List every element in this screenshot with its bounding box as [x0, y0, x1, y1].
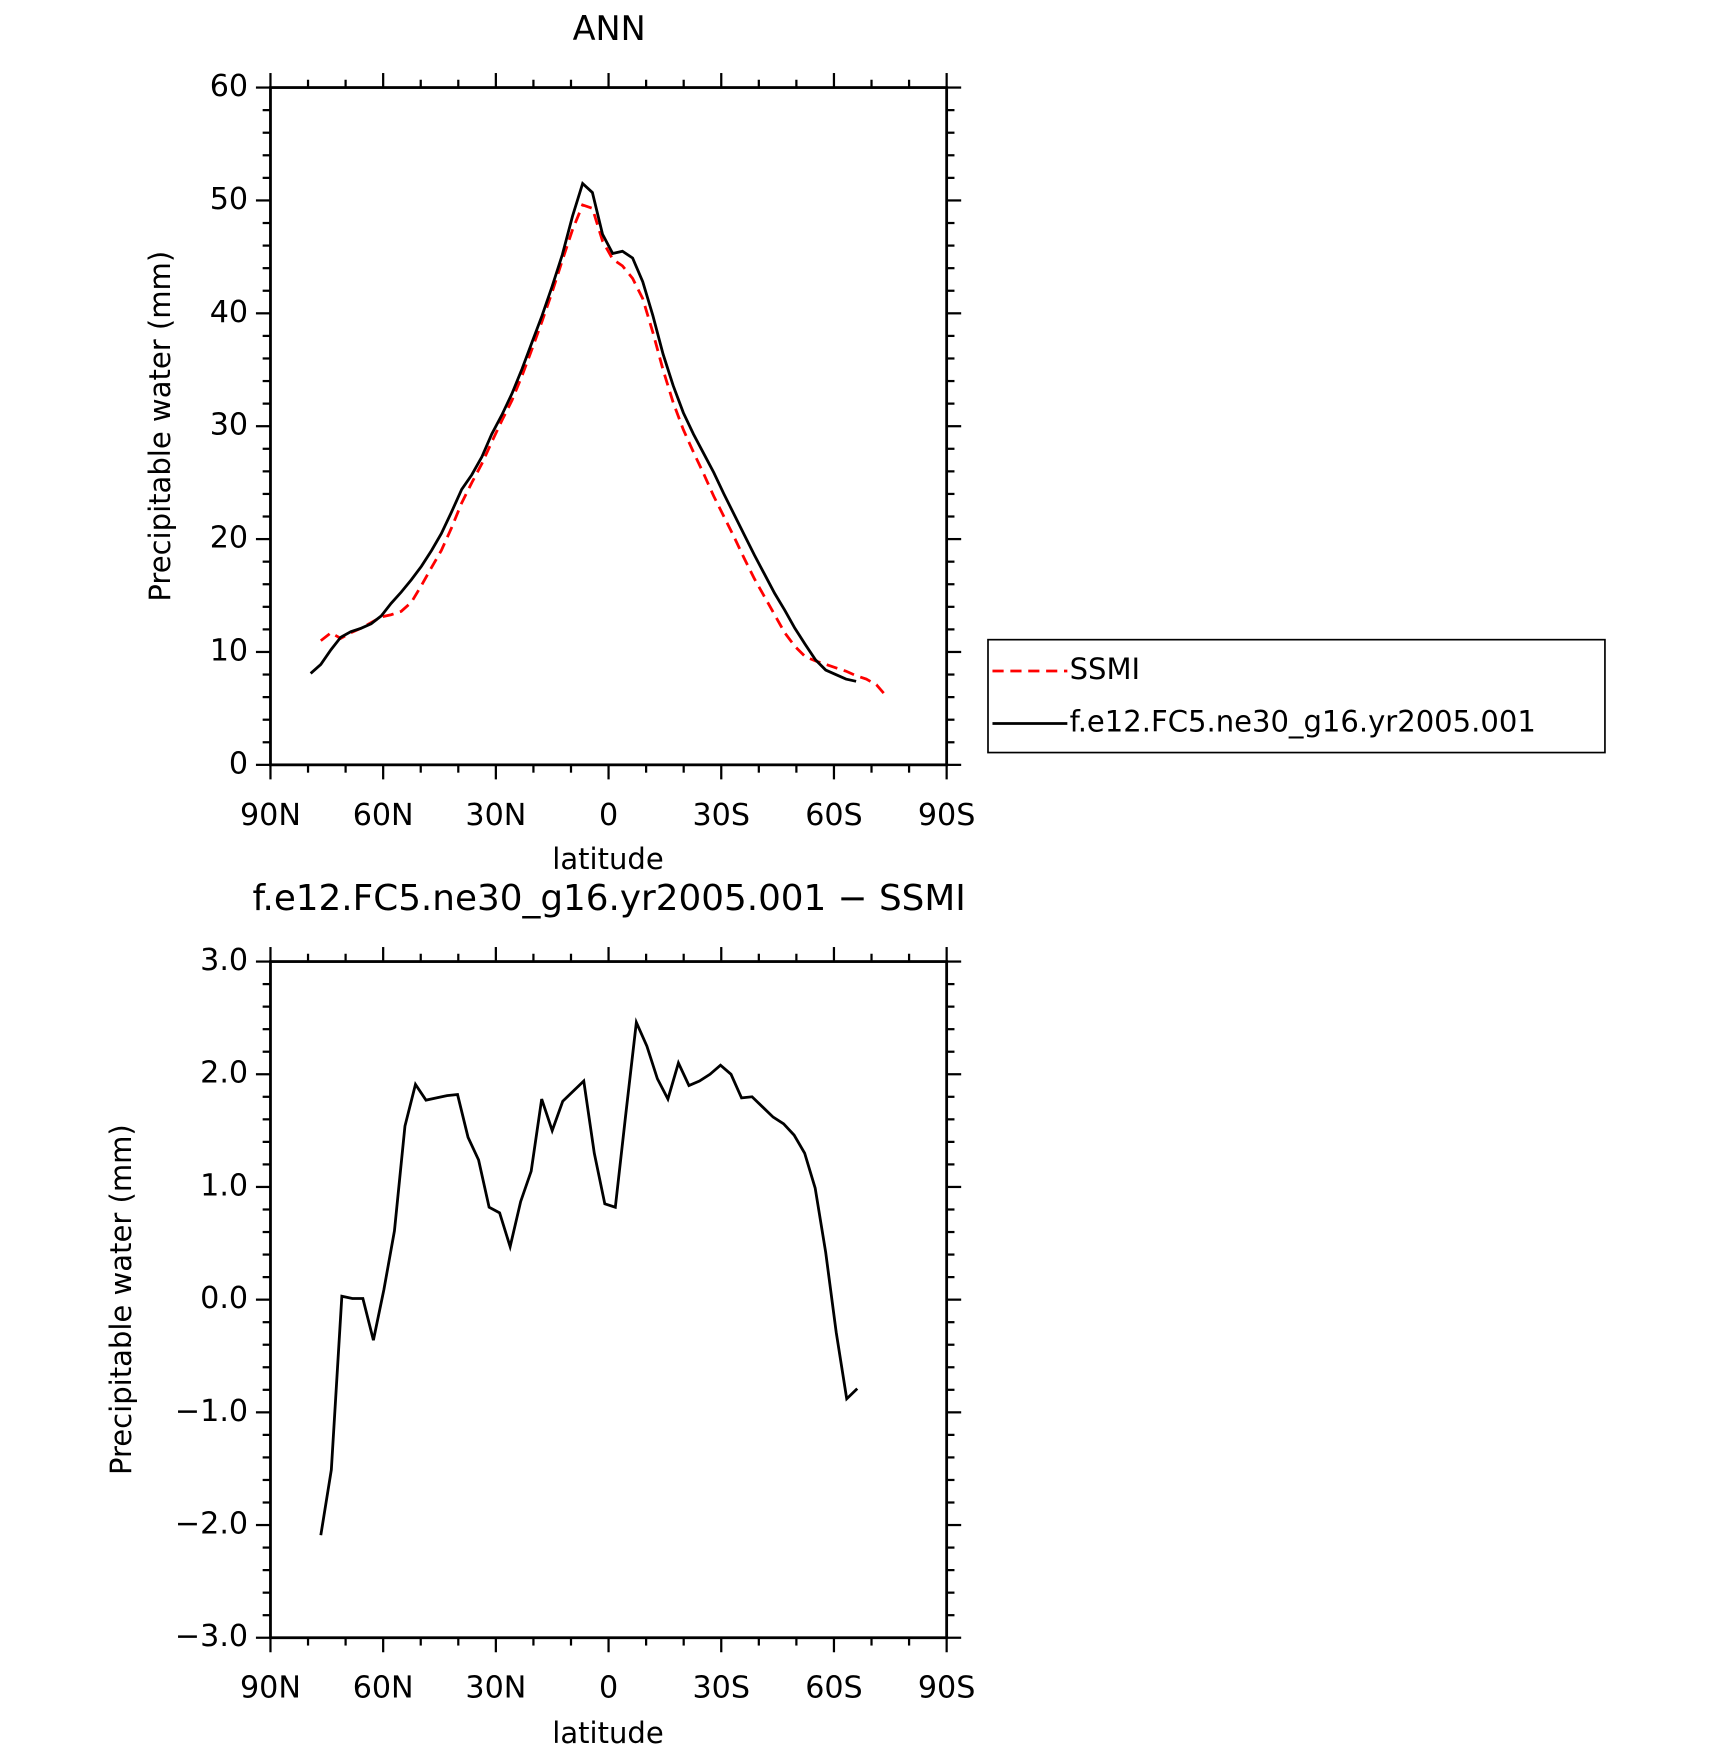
legend-label: SSMI — [1070, 652, 1141, 686]
y-tick-label: 20 — [210, 521, 248, 556]
x-tick-label: 30S — [692, 1671, 750, 1706]
y-tick-label: −3.0 — [175, 1619, 248, 1654]
y-axis-label: Precipitable water (mm) — [104, 1124, 138, 1475]
y-tick-label: 40 — [210, 295, 248, 330]
x-tick-label: 30N — [465, 798, 526, 833]
y-tick-label: 0.0 — [200, 1281, 248, 1316]
y-tick-label: 10 — [210, 633, 248, 668]
x-tick-label: 60N — [353, 1671, 414, 1706]
x-tick-label: 60S — [805, 1671, 863, 1706]
y-axis-label: Precipitable water (mm) — [143, 251, 177, 602]
x-tick-label: 30S — [692, 798, 750, 833]
data-line — [319, 1017, 859, 1536]
y-tick-label: −2.0 — [175, 1507, 248, 1542]
plot-frame — [269, 86, 949, 767]
data-line — [319, 203, 888, 697]
x-tick-label: 30N — [465, 1671, 526, 1706]
chart-title: f.e12.FC5.ne30_g16.yr2005.001 − SSMI — [252, 878, 965, 919]
chart-title: ANN — [573, 9, 646, 48]
x-tick-label: 90N — [240, 1671, 301, 1706]
data-line — [309, 180, 857, 683]
x-tick-label: 90S — [918, 798, 976, 833]
x-tick-label: 90S — [918, 1671, 976, 1706]
x-tick-label: 0 — [599, 1671, 618, 1706]
legend-label: f.e12.FC5.ne30_g16.yr2005.001 — [1070, 704, 1536, 738]
y-tick-label: 30 — [210, 408, 248, 443]
y-tick-label: 60 — [210, 69, 248, 104]
y-tick-label: 2.0 — [200, 1056, 248, 1091]
x-axis-label: latitude — [552, 1716, 663, 1750]
x-tick-label: 60S — [805, 798, 863, 833]
y-tick-label: 50 — [210, 182, 248, 217]
y-tick-label: −1.0 — [175, 1394, 248, 1429]
y-tick-label: 0 — [229, 746, 248, 781]
x-tick-label: 90N — [240, 798, 301, 833]
x-axis-label: latitude — [552, 842, 663, 876]
plot-frame — [269, 960, 949, 1640]
x-tick-label: 0 — [599, 798, 618, 833]
y-tick-label: 1.0 — [200, 1168, 248, 1203]
x-tick-label: 60N — [353, 798, 414, 833]
y-tick-label: 3.0 — [200, 943, 248, 978]
legend-box — [987, 638, 1606, 754]
